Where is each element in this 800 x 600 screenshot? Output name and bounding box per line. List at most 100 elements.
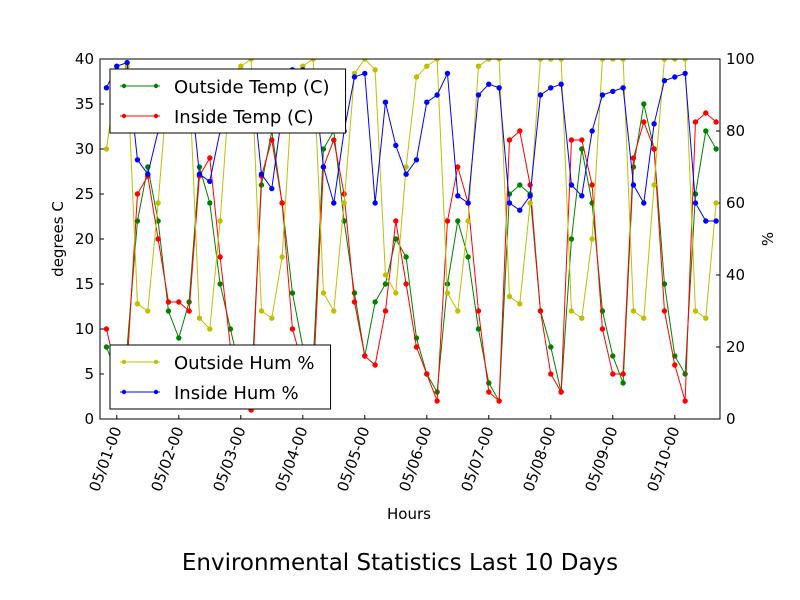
y-tick-label: 0 [84,410,94,428]
point [331,137,337,143]
point [351,74,358,80]
point [475,63,482,69]
point [630,182,637,188]
legend-marker [121,83,127,89]
point [444,290,451,296]
point [486,59,492,62]
point [568,182,575,188]
point [248,59,254,62]
point [207,200,213,206]
y-tick-label: 35 [75,95,94,113]
point [568,236,575,242]
point [610,59,616,62]
point [558,59,564,62]
point [568,137,575,143]
point [393,142,399,149]
point [331,200,337,206]
point [610,353,616,359]
point [651,146,657,152]
legend-marker [121,113,127,119]
point [217,218,223,224]
legend-marker [153,83,159,89]
point [289,326,296,332]
legend-marker [153,389,159,395]
point [455,308,461,314]
point [692,191,699,197]
point [620,371,626,377]
y2-tick-label: 40 [726,266,745,284]
x-tick-label: 05/06-00 [395,424,435,494]
point [413,74,420,80]
point [207,155,213,161]
point [424,63,430,69]
y-axis-label: degrees C [49,201,67,277]
point [589,128,595,134]
point [703,110,709,116]
point [424,99,430,105]
point [393,290,399,296]
point [713,119,719,125]
chart-title: Environmental Statistics Last 10 Days [182,550,618,576]
point [393,218,399,224]
point [434,398,440,404]
point [589,236,595,242]
point [672,59,678,62]
point [475,326,482,332]
point [506,200,513,206]
point [403,171,409,177]
point [475,92,482,98]
point [692,119,699,125]
point [196,315,203,321]
point [641,119,647,125]
point [341,191,347,197]
y2-tick-label: 80 [726,122,745,140]
y-tick-label: 15 [75,275,94,293]
point [620,85,626,91]
y2-tick-label: 100 [726,50,755,68]
point [465,254,471,260]
legend-marker [153,359,159,365]
point [103,326,110,332]
point [558,389,564,395]
point [269,315,275,321]
point [103,344,110,350]
point [331,308,337,314]
point [506,293,513,300]
point [362,353,368,359]
legend-label: Inside Hum % [174,383,299,404]
point [186,308,192,314]
y-tick-label: 30 [75,140,94,158]
point [372,67,378,73]
y2-tick-label: 20 [726,338,745,356]
point [713,218,719,224]
point [630,308,637,314]
x-tick-label: 05/03-00 [209,424,249,494]
point [372,362,378,368]
legend-label: Outside Hum % [174,353,315,374]
point [217,254,223,260]
point [145,308,151,314]
point [517,301,523,307]
point [589,182,595,188]
legend-box [109,68,347,134]
x-axis-label: Hours [387,505,431,523]
point [692,308,699,314]
legend-marker [121,359,127,365]
point [134,191,141,197]
point [610,371,616,377]
legend-marker [153,113,159,119]
point [165,308,172,314]
point [320,164,327,170]
point [351,290,358,296]
point [558,81,564,87]
point [403,281,409,287]
point [537,308,544,314]
x-tick-label: 05/04-00 [271,424,311,494]
point [661,77,668,84]
point [455,193,461,199]
point [610,88,616,95]
point [713,200,719,206]
point [434,59,440,62]
point [196,164,203,170]
